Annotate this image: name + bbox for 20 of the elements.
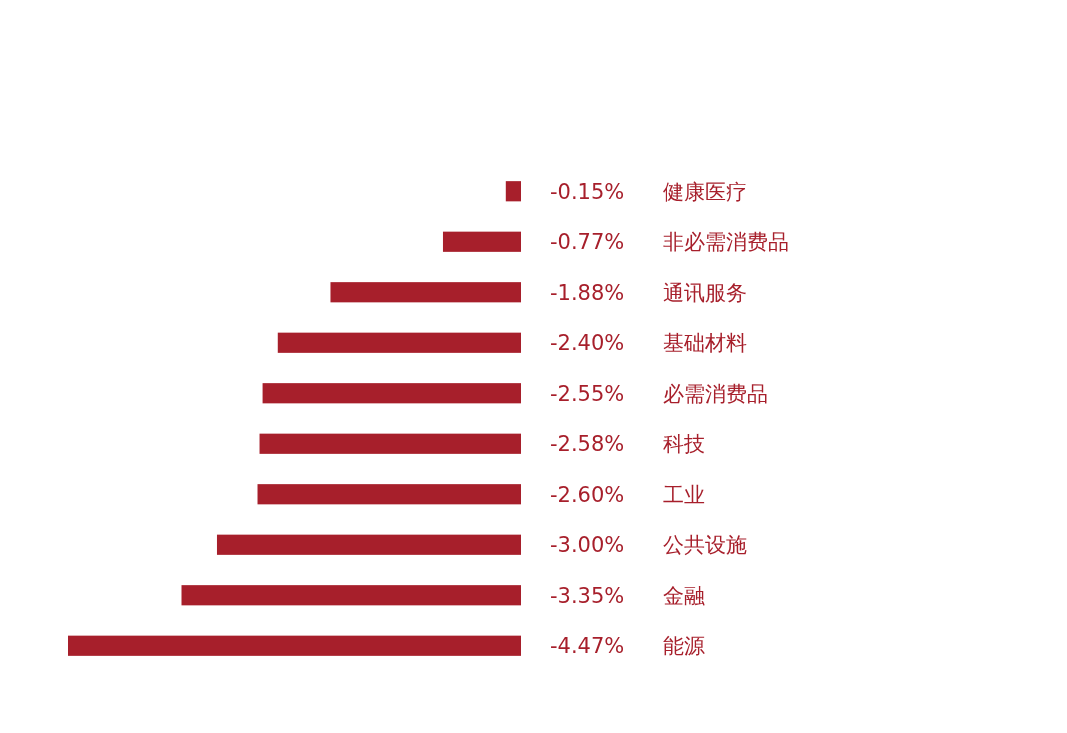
data-label: -3.35% [550, 583, 625, 608]
y-tick-label: 公共设施 [663, 533, 747, 558]
data-label: -4.47% [550, 634, 625, 659]
y-tick-label: 健康医疗 [663, 179, 747, 204]
y-tick-label: 科技 [663, 432, 705, 457]
data-label: -2.60% [550, 482, 625, 507]
y-tick-label: 工业 [663, 482, 705, 507]
data-label: -0.15% [550, 179, 625, 204]
y-tick-label: 金融 [663, 583, 705, 608]
y-tick-label: 通讯服务 [663, 280, 747, 305]
data-label: -2.40% [550, 331, 625, 356]
data-label: -2.58% [550, 432, 625, 457]
data-label: -3.00% [550, 533, 625, 558]
data-label: -0.77% [550, 230, 625, 255]
y-tick-label: 基础材料 [663, 331, 747, 356]
data-label: -1.88% [550, 280, 625, 305]
y-tick-label: 能源 [663, 634, 705, 659]
y-tick-label: 必需消费品 [663, 381, 768, 406]
y-tick-label: 非必需消费品 [663, 230, 789, 255]
data-label: -2.55% [550, 381, 625, 406]
